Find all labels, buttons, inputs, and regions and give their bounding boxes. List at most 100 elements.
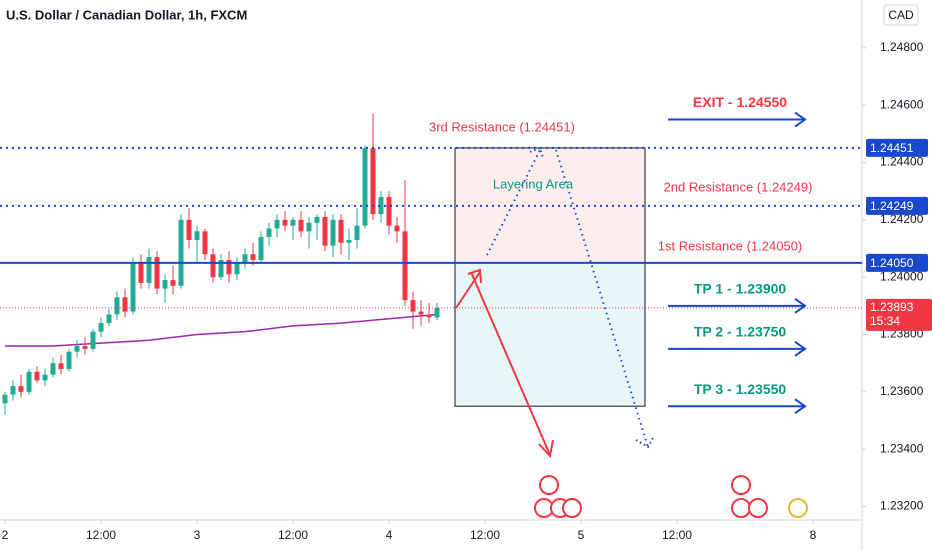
target-label: TP 1 - 1.23900 bbox=[694, 281, 787, 297]
target-arrow bbox=[668, 298, 807, 314]
annotation: Layering Area bbox=[493, 176, 574, 191]
candle-body bbox=[418, 311, 424, 315]
candle-body bbox=[354, 225, 360, 240]
candle-body bbox=[154, 257, 160, 289]
y-tick-label: 1.24200 bbox=[880, 212, 924, 226]
candle-body bbox=[346, 239, 352, 243]
event-icon[interactable] bbox=[562, 498, 582, 518]
candle-body bbox=[402, 231, 408, 301]
candle-body bbox=[98, 323, 104, 332]
x-tick-label: 2 bbox=[2, 528, 9, 542]
candle-body bbox=[282, 219, 288, 226]
candle-body bbox=[290, 219, 296, 226]
candle-body bbox=[186, 219, 192, 240]
x-tick-label: 4 bbox=[386, 528, 393, 542]
candle-body bbox=[42, 374, 48, 381]
event-icons bbox=[534, 475, 808, 518]
x-tick-label: 3 bbox=[194, 528, 201, 542]
price-tag-label: 1.24050 bbox=[870, 256, 914, 270]
annotation: 2nd Resistance (1.24249) bbox=[664, 179, 813, 194]
price-tag bbox=[866, 253, 928, 272]
last-price-label: 1.23893 bbox=[870, 300, 914, 314]
candle-body bbox=[146, 257, 152, 283]
chart-title: U.S. Dollar / Canadian Dollar, 1h, FXCM bbox=[6, 7, 247, 22]
event-icon[interactable] bbox=[788, 498, 808, 518]
annotation: 3rd Resistance (1.24451) bbox=[429, 119, 575, 134]
candle-body bbox=[90, 331, 96, 349]
candle-body bbox=[138, 262, 144, 283]
candle-body bbox=[10, 386, 16, 395]
candle-body bbox=[274, 219, 280, 229]
candle-body bbox=[82, 345, 88, 349]
currency: CAD bbox=[888, 8, 914, 22]
candle-body bbox=[362, 148, 368, 226]
target-arrow bbox=[668, 341, 807, 357]
candle-body bbox=[210, 254, 216, 278]
candle-body bbox=[314, 217, 320, 223]
candle-body bbox=[2, 394, 8, 404]
event-icon[interactable] bbox=[731, 498, 751, 518]
candle-body bbox=[306, 222, 312, 232]
candle-body bbox=[202, 231, 208, 255]
x-tick-label: 12:00 bbox=[86, 528, 116, 542]
candle-body bbox=[18, 386, 24, 392]
candle-body bbox=[258, 237, 264, 260]
target-label: TP 2 - 1.23750 bbox=[694, 324, 787, 340]
y-tick-label: 1.24000 bbox=[880, 269, 924, 283]
candle-body bbox=[266, 228, 272, 238]
candle-body bbox=[162, 280, 168, 289]
y-tick-label: 1.24400 bbox=[880, 155, 924, 169]
candle-body bbox=[250, 254, 256, 260]
target-arrow bbox=[668, 398, 807, 415]
candle-body bbox=[66, 351, 72, 369]
dotted-path bbox=[555, 149, 649, 448]
zone bbox=[454, 147, 646, 264]
candle-body bbox=[178, 219, 184, 286]
candle-body bbox=[130, 262, 136, 312]
candle-body bbox=[194, 231, 200, 240]
candle-body bbox=[170, 280, 176, 286]
candle-body bbox=[218, 260, 224, 278]
candle-body bbox=[434, 307, 440, 318]
x-tick-label: 8 bbox=[810, 528, 817, 542]
target-label: TP 3 - 1.23550 bbox=[694, 381, 787, 397]
candle-body bbox=[106, 314, 112, 324]
x-tick-label: 12:00 bbox=[470, 528, 500, 542]
countdown: 15:34 bbox=[870, 314, 900, 328]
red-arrow bbox=[470, 271, 554, 459]
y-tick-label: 1.23200 bbox=[880, 499, 924, 513]
candle-body bbox=[58, 363, 64, 369]
candle-body bbox=[338, 219, 344, 243]
event-icon[interactable] bbox=[539, 475, 559, 495]
candle-body bbox=[122, 297, 128, 312]
price-tag bbox=[866, 196, 928, 215]
x-tick-label: 12:00 bbox=[662, 528, 692, 542]
candle-body bbox=[34, 371, 40, 381]
event-icon[interactable] bbox=[731, 475, 751, 495]
candle-body bbox=[426, 314, 432, 318]
last-price-tag bbox=[866, 298, 932, 331]
y-tick-label: 1.24800 bbox=[880, 40, 924, 54]
x-tick-label: 5 bbox=[578, 528, 585, 542]
event-icon[interactable] bbox=[748, 498, 768, 518]
candle-body bbox=[114, 297, 120, 315]
candle-body bbox=[26, 371, 32, 392]
x-tick-label: 12:00 bbox=[278, 528, 308, 542]
dotted-arrowhead bbox=[635, 435, 655, 449]
candle-body bbox=[330, 219, 336, 246]
y-tick-label: 1.23400 bbox=[880, 441, 924, 455]
zone bbox=[454, 262, 646, 407]
currency-box[interactable] bbox=[883, 4, 919, 26]
annotation: 1st Resistance (1.24050) bbox=[658, 238, 803, 253]
candle-body bbox=[74, 345, 80, 352]
y-tick-label: 1.23600 bbox=[880, 384, 924, 398]
candle-body bbox=[242, 254, 248, 263]
y-tick-label: 1.24600 bbox=[880, 97, 924, 111]
candle-body bbox=[50, 363, 56, 375]
price-tag-label: 1.24451 bbox=[870, 141, 914, 155]
price-tag bbox=[866, 138, 928, 157]
candle-body bbox=[394, 225, 400, 232]
candle-body bbox=[298, 219, 304, 232]
target-label: EXIT - 1.24550 bbox=[693, 94, 787, 110]
